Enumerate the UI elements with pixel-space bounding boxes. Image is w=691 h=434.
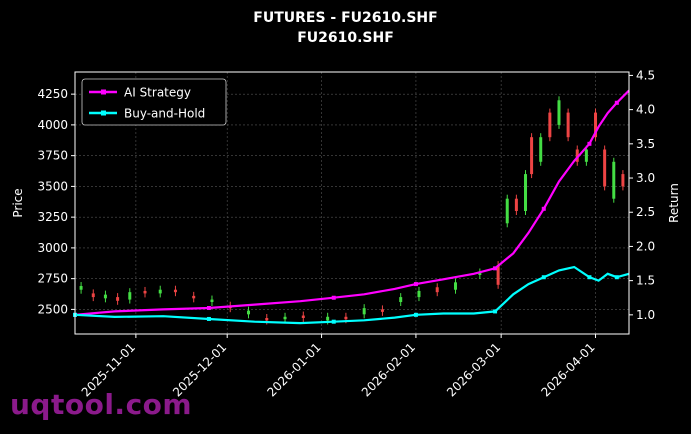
watermark: uqtool.com — [10, 388, 193, 421]
candle-body — [496, 265, 500, 285]
series-point — [331, 295, 336, 300]
candle-body — [453, 282, 457, 290]
candle-body — [344, 316, 348, 320]
y-right-tick-label: 4.5 — [636, 68, 655, 82]
candle-body — [158, 289, 162, 294]
legend-label: Buy-and-Hold — [124, 107, 205, 121]
series-point — [541, 275, 546, 280]
chart-subtitle: FU2610.SHF — [297, 30, 394, 46]
y-tick-label: 3000 — [37, 241, 68, 255]
candle-body — [603, 149, 607, 187]
candle-body — [514, 198, 518, 211]
candle-body — [116, 297, 120, 301]
x-tick-label: 2026-01-01 — [264, 340, 323, 399]
y-axis-label: Price — [11, 188, 25, 217]
y-right-axis-label: Return — [667, 183, 681, 223]
series-point — [541, 206, 546, 211]
y-right-tick-label: 4.0 — [636, 103, 655, 117]
candle-body — [128, 292, 132, 300]
y-tick-label: 3750 — [37, 149, 68, 163]
candle-body — [210, 299, 214, 303]
series-point — [413, 312, 418, 317]
series-point — [587, 275, 592, 280]
chart-title: FUTURES - FU2610.SHF — [253, 10, 438, 26]
candle-body — [362, 308, 366, 315]
series-point — [331, 319, 336, 324]
legend-marker — [101, 89, 106, 95]
candle-body — [435, 287, 439, 293]
series-point — [206, 306, 211, 311]
candle-body — [143, 290, 147, 294]
candle-body — [621, 174, 625, 187]
candle-body — [247, 310, 251, 315]
y-tick-label: 4250 — [37, 87, 68, 101]
y-right-tick-label: 2.5 — [636, 205, 655, 219]
candle-body — [173, 289, 177, 293]
x-tick-label: 2026-03-01 — [444, 340, 503, 399]
candle-body — [530, 137, 534, 175]
plot-frame — [74, 71, 630, 335]
candle-body — [594, 112, 598, 138]
legend-label: AI Strategy — [124, 86, 191, 100]
candle-body — [566, 112, 570, 138]
series-point — [614, 275, 619, 280]
candle-body — [301, 315, 305, 319]
y-tick-label: 3250 — [37, 210, 68, 224]
legend-marker — [101, 110, 106, 116]
series-point — [493, 309, 498, 314]
candle-body — [557, 100, 561, 125]
candle-body — [478, 272, 482, 275]
candle-body — [79, 286, 83, 290]
series-line-buy-and-hold — [74, 265, 630, 325]
candle-body — [575, 149, 579, 162]
series-point — [206, 316, 211, 321]
series-point — [587, 141, 592, 146]
y-right-tick-label: 3.5 — [636, 137, 655, 151]
candle-body — [91, 293, 95, 298]
series-point — [614, 100, 619, 105]
series-point — [493, 266, 498, 271]
y-tick-label: 2750 — [37, 272, 68, 286]
candle-body — [548, 112, 552, 138]
candle-body — [505, 198, 509, 224]
candle-body — [326, 316, 330, 321]
candle-body — [539, 137, 543, 162]
candle-body — [612, 161, 616, 199]
series-point — [413, 282, 418, 287]
candle-body — [265, 318, 269, 321]
candle-body — [417, 290, 421, 298]
candle-body — [584, 149, 588, 162]
candle-body — [192, 295, 196, 299]
candle-body — [524, 174, 528, 211]
y-right-tick-label: 1.5 — [636, 274, 655, 288]
x-tick-label: 2026-04-01 — [538, 340, 597, 399]
x-tick-label: 2026-02-01 — [359, 340, 418, 399]
y-tick-label: 3500 — [37, 179, 68, 193]
candle-body — [283, 316, 287, 320]
legend-box — [81, 78, 227, 126]
y-tick-label: 4000 — [37, 118, 68, 132]
candle-body — [380, 309, 384, 312]
y-right-tick-label: 3.0 — [636, 171, 655, 185]
y-right-tick-label: 1.0 — [636, 308, 655, 322]
candle-body — [103, 294, 107, 299]
candle-body — [399, 297, 403, 303]
y-right-tick-label: 2.0 — [636, 239, 655, 253]
y-tick-label: 2500 — [37, 302, 68, 316]
series-line-ai-strategy — [74, 89, 630, 316]
